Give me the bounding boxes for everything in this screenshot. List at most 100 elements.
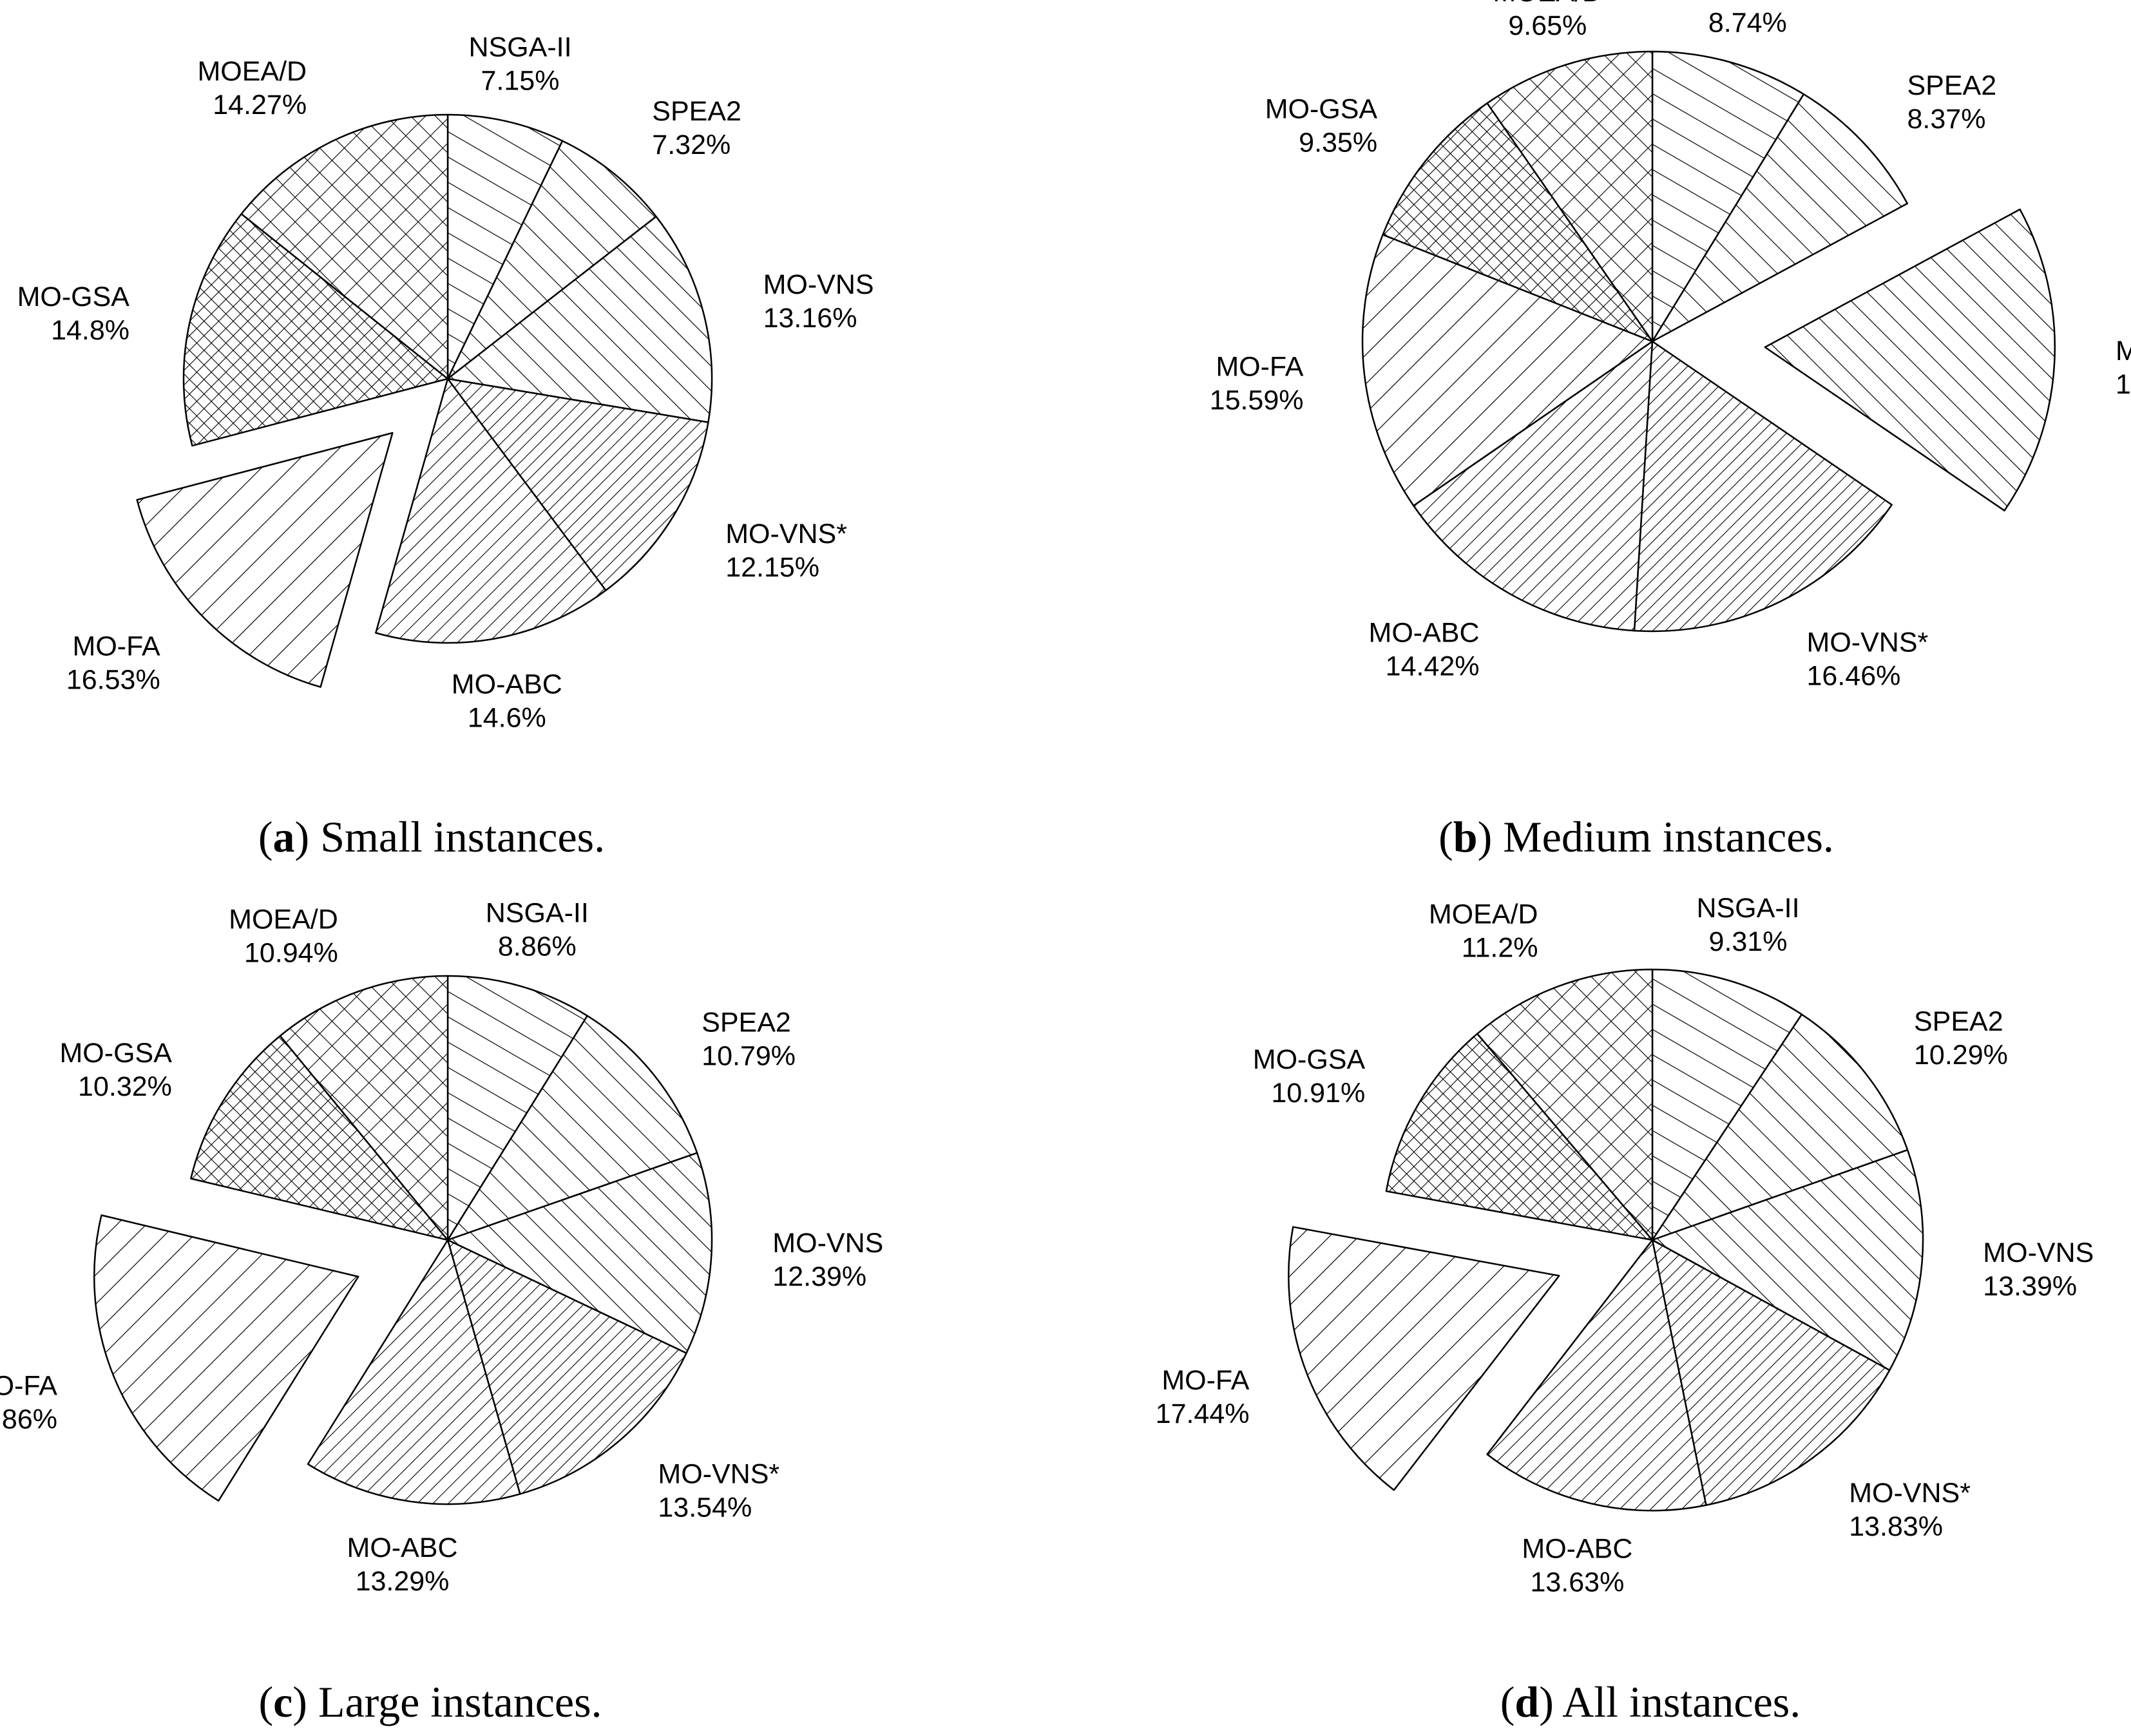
pie-slice-nsga-ii xyxy=(446,113,564,380)
slice-label-mo-gsa: MO-GSA 10.32% xyxy=(59,1038,172,1102)
slice-label-nsga-ii: NSGA-II 7.15% xyxy=(468,32,571,97)
pie-slice-shape xyxy=(182,213,449,447)
slice-label-value: 13.54% xyxy=(658,1492,752,1523)
pie-slice-shape xyxy=(1651,1149,1924,1371)
slice-label-moea-d: MOEA/D 11.2% xyxy=(1429,899,1538,964)
slice-label-name: MO-VNS* xyxy=(1849,1478,1971,1509)
slice-label-name: MO-GSA xyxy=(1253,1044,1366,1075)
slice-label-mo-abc: MO-ABC 14.42% xyxy=(1369,617,1480,682)
pie-slice-spea2 xyxy=(446,140,657,380)
pie-slice-mo-gsa xyxy=(182,213,449,447)
slice-label-value: 14.27% xyxy=(213,90,307,120)
pie-slice-mo-vns-star xyxy=(1633,340,1893,633)
pie-slice-spea2 xyxy=(1651,1013,1909,1241)
pie-slice-shape xyxy=(240,113,449,380)
slice-label-mo-vns: MO-VNS 13.16% xyxy=(763,269,874,334)
pie-panel-large: NSGA-II 8.86%SPEA2 10.79%MO-VNS 12.39%MO-VN… xyxy=(0,897,883,1597)
pie-slice-mo-vns-star xyxy=(446,1239,687,1495)
pie-slice-shape xyxy=(446,377,709,591)
slice-label-mo-vns: MO-VNS 12.39% xyxy=(772,1228,883,1292)
slice-label-mo-vns: MO-VNS 13.39% xyxy=(1983,1237,2094,1302)
pie-slice-shape xyxy=(446,140,657,380)
slice-label-name: NSGA-II xyxy=(486,897,589,928)
pie-slice-mo-abc xyxy=(1413,340,1654,632)
caption-small: (a) Small instances. xyxy=(258,812,605,861)
slice-label-name: SPEA2 xyxy=(702,1007,791,1038)
slice-label-value: 8.86% xyxy=(498,931,577,962)
pie-slice-moea-d xyxy=(1476,968,1654,1241)
pie-slice-shape xyxy=(1413,340,1654,632)
slice-label-value: 15.59% xyxy=(1210,385,1304,415)
slice-label-name: MO-VNS xyxy=(1983,1237,2094,1268)
slice-label-value: 12.39% xyxy=(772,1261,866,1292)
pie-slice-shape xyxy=(446,113,564,380)
pie-slice-mo-abc xyxy=(307,1239,521,1505)
pie-slice-shape xyxy=(1288,1226,1560,1491)
slice-label-name: NSGA-II xyxy=(1696,893,1799,924)
slice-label-name: MO-GSA xyxy=(1265,93,1378,124)
pie-slice-shape xyxy=(446,975,588,1241)
slice-label-name: MO-ABC xyxy=(347,1532,458,1563)
pie-slice-shape xyxy=(446,1239,687,1495)
slice-label-name: MOEA/D xyxy=(197,56,307,87)
pie-slice-mo-gsa xyxy=(1382,102,1654,343)
slice-label-moea-d: MOEA/D 10.94% xyxy=(229,904,338,969)
pie-slice-mo-vns-star xyxy=(1651,1239,1891,1506)
slice-label-mo-vns-star: MO-VNS* 12.15% xyxy=(725,519,847,583)
slice-label-mo-fa: MO-FA19.86% xyxy=(0,1371,57,1435)
slice-label-spea2: SPEA2 10.79% xyxy=(702,1007,796,1071)
slice-label-value: 13.83% xyxy=(1849,1511,1943,1542)
pie-slice-spea2 xyxy=(446,1015,698,1241)
pie-panel-small: NSGA-II 7.15% SPEA2 7.32% MO-VNS 13.16% MO-VNS… xyxy=(17,32,874,734)
slice-label-mo-vns: MO-VNS 17.42% xyxy=(2116,336,2131,400)
pie-slice-mo-fa xyxy=(93,1214,359,1502)
slice-label-name: MO-FA xyxy=(1216,351,1303,382)
slice-label-name: MO-FA xyxy=(1161,1365,1249,1396)
slice-label-spea2: SPEA2 10.29% xyxy=(1914,1006,2008,1071)
slice-label-value: 10.29% xyxy=(1914,1040,2008,1071)
pie-slice-shape xyxy=(446,1152,713,1354)
slice-label-value: 10.79% xyxy=(702,1040,796,1071)
slice-label-value: 10.32% xyxy=(78,1071,172,1102)
slice-label-mo-vns-star: MO-VNS* 13.54% xyxy=(658,1458,779,1523)
slice-label-name: MO-FA xyxy=(73,631,160,662)
caption-large: (c) Large instances. xyxy=(258,1677,602,1726)
slice-label-value: 13.63% xyxy=(1530,1567,1624,1598)
pie-slice-shape xyxy=(1382,102,1654,343)
pie-slice-shape xyxy=(307,1239,521,1505)
slice-label-name: MO-GSA xyxy=(17,281,130,312)
slice-label-value: 7.32% xyxy=(652,129,731,160)
pie-slice-mo-fa xyxy=(136,432,394,688)
pie-slice-shape xyxy=(1651,1013,1909,1241)
slice-label-mo-abc: MO-ABC 13.29% xyxy=(347,1532,458,1597)
pie-slice-shape xyxy=(446,215,713,423)
pie-slice-mo-abc xyxy=(1486,1239,1707,1512)
slice-label-value: 8.37% xyxy=(1907,104,1986,135)
slice-label-value: 9.31% xyxy=(1709,926,1788,957)
slice-label-name: MO-VNS* xyxy=(725,519,847,549)
slice-label-value: 14.6% xyxy=(468,703,546,734)
slice-label-name: MOEA/D xyxy=(1429,899,1538,930)
slice-label-name: SPEA2 xyxy=(652,96,741,127)
slice-label-name: MO-VNS* xyxy=(1807,627,1929,658)
slice-label-name: MO-FA xyxy=(0,1371,57,1402)
slice-label-name: NSGA-II xyxy=(1696,0,1799,5)
slice-label-name: MO-ABC xyxy=(452,669,562,700)
pie-slice-shape xyxy=(1633,340,1893,633)
pie-slice-mo-fa xyxy=(1288,1226,1560,1491)
slice-label-moea-d: MOEA/D 9.65% xyxy=(1493,0,1602,41)
slice-label-mo-vns-star: MO-VNS* 13.83% xyxy=(1849,1478,1971,1542)
pie-slice-shape xyxy=(136,432,394,688)
pie-slice-mo-gsa xyxy=(190,1035,449,1241)
slice-label-name: MO-VNS xyxy=(2116,336,2131,367)
slice-label-mo-fa: MO-FA 16.53% xyxy=(66,631,160,696)
slice-label-mo-gsa: MO-GSA 10.91% xyxy=(1253,1044,1366,1109)
slice-label-spea2: SPEA2 8.37% xyxy=(1907,70,1997,135)
pie-slice-shape xyxy=(279,975,449,1241)
slice-label-value: 9.35% xyxy=(1299,127,1377,158)
slice-label-name: MO-VNS xyxy=(772,1228,883,1259)
slice-label-spea2: SPEA2 7.32% xyxy=(652,96,741,160)
slice-label-value: 13.16% xyxy=(763,303,857,334)
pie-slice-shape xyxy=(190,1035,449,1241)
